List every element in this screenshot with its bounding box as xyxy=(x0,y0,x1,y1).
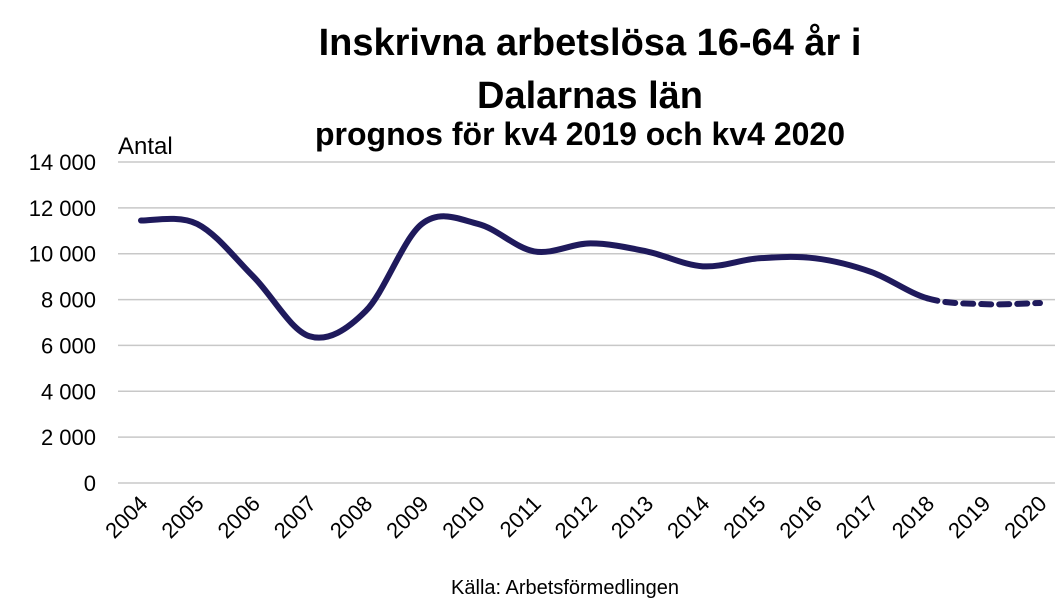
x-tick-label: 2014 xyxy=(662,491,714,543)
y-tick-label: 8 000 xyxy=(41,288,96,313)
x-tick-label: 2010 xyxy=(437,491,489,543)
chart-title: Dalarnas län xyxy=(477,75,703,117)
x-tick-label: 2015 xyxy=(718,491,770,543)
x-tick-label: 2019 xyxy=(943,491,995,543)
line xyxy=(138,213,931,341)
x-tick-label: 2016 xyxy=(774,491,826,543)
x-tick-label: 2013 xyxy=(606,491,658,543)
x-tick-label: 2006 xyxy=(213,491,265,543)
y-tick-label: 0 xyxy=(84,471,96,496)
y-tick-label: 2 000 xyxy=(41,425,96,450)
x-tick-label: 2009 xyxy=(381,491,433,543)
source-note: Källa: Arbetsförmedlingen xyxy=(451,577,679,599)
chart-subtitle: prognos för kv4 2019 och kv4 2020 xyxy=(315,116,845,152)
y-tick-label: 4 000 xyxy=(41,379,96,404)
x-tick-label: 2011 xyxy=(495,491,546,542)
forecast-line xyxy=(924,295,1043,308)
y-tick-label: 10 000 xyxy=(29,242,96,267)
x-tick-label: 2004 xyxy=(100,491,152,543)
x-tick-label: 2017 xyxy=(831,491,883,543)
x-tick-label: 2007 xyxy=(269,491,321,543)
y-tick-label: 14 000 xyxy=(29,150,96,175)
y-tick-label: 6 000 xyxy=(41,333,96,358)
x-tick-label: 2018 xyxy=(887,491,939,543)
chart-title: Inskrivna arbetslösa 16-64 år i xyxy=(319,22,862,64)
x-tick-label: 2005 xyxy=(156,491,208,543)
x-tick-label: 2012 xyxy=(550,491,602,543)
x-tick-label: 2008 xyxy=(325,491,377,543)
x-tick-label: 2020 xyxy=(999,491,1051,543)
y-axis-label: Antal xyxy=(118,133,173,160)
y-tick-label: 12 000 xyxy=(29,196,96,221)
